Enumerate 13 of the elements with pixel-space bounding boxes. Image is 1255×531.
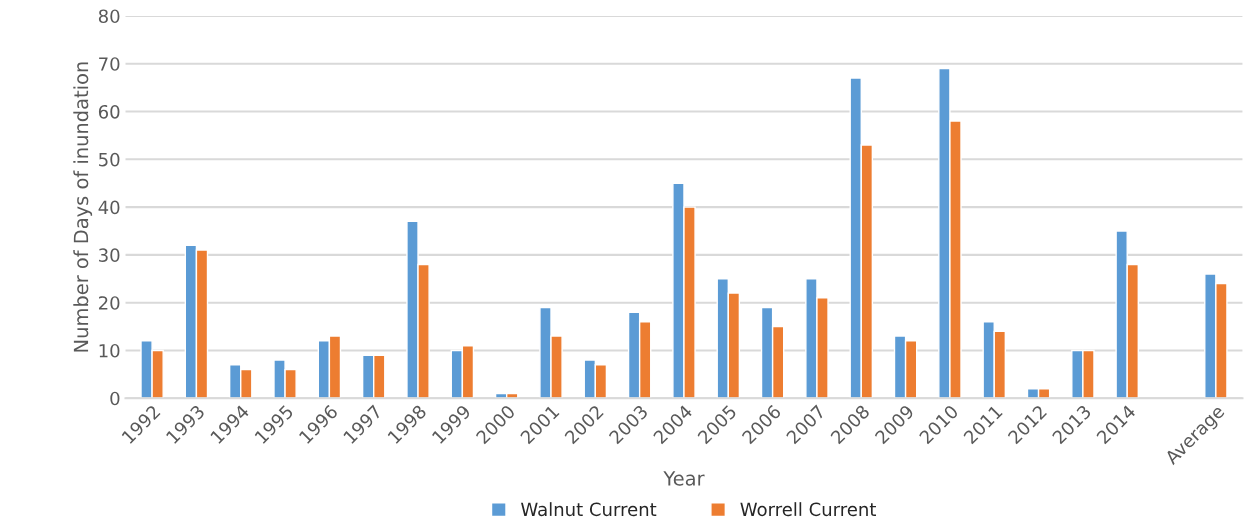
y-axis-title: Number of Days of inundation bbox=[73, 62, 93, 352]
x-axis-title: Year bbox=[663, 471, 705, 486]
legend-label: Walnut Current bbox=[521, 502, 657, 517]
y-tick-label: 80 bbox=[98, 9, 120, 24]
y-tick-label: 30 bbox=[99, 248, 120, 262]
legend-label: Worrell Current bbox=[740, 502, 876, 517]
y-tick-label: 40 bbox=[98, 200, 120, 215]
y-tick-label: 50 bbox=[99, 152, 120, 167]
y-tick-label: 60 bbox=[98, 104, 120, 119]
y-tick-label: 20 bbox=[98, 296, 120, 310]
y-tick-label: 0 bbox=[110, 391, 120, 406]
y-tick-label: 10 bbox=[99, 343, 120, 358]
y-tick-label: 70 bbox=[99, 57, 120, 71]
